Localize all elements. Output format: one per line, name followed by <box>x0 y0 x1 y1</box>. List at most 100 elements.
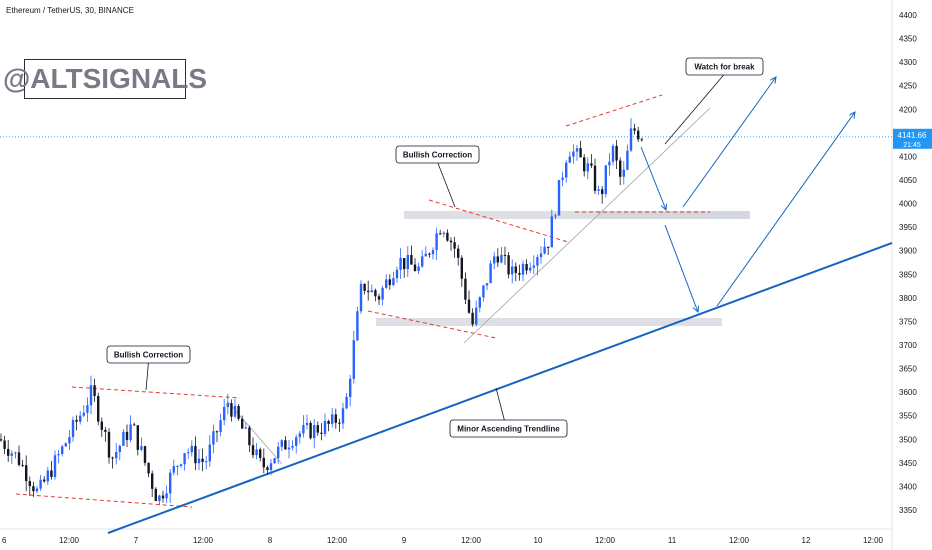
candle-body <box>223 406 226 421</box>
candle-body <box>500 254 503 263</box>
candle-body <box>529 267 532 271</box>
watch-for-break-callout-pointer <box>664 73 725 145</box>
candle-body <box>125 431 129 440</box>
candle-body <box>79 415 82 422</box>
candle-body <box>10 453 13 456</box>
y-tick-label: 3900 <box>899 247 917 256</box>
candle-body <box>154 488 157 502</box>
candle-body <box>586 163 589 172</box>
candle-body <box>143 446 147 463</box>
candle-body <box>511 266 514 275</box>
candle-body <box>89 385 93 406</box>
y-tick-label: 3600 <box>899 388 917 397</box>
y-tick-label: 3450 <box>899 459 917 468</box>
candle-body <box>122 431 125 446</box>
candle-body <box>215 431 219 433</box>
candle-body <box>35 488 39 492</box>
candle-body <box>403 258 406 270</box>
chart-title: Ethereum / TetherUS, 30, BINANCE <box>6 6 134 15</box>
x-tick-label: 8 <box>268 536 273 545</box>
candle-body <box>626 150 629 170</box>
candle-body <box>115 452 118 459</box>
candle-body <box>233 405 237 417</box>
bullish-correction-callout-box <box>106 345 191 364</box>
candle-body <box>251 445 255 456</box>
candle-body <box>190 445 193 453</box>
candle-body <box>593 165 597 191</box>
bullish-correction-callout-box <box>395 145 480 164</box>
candle-body <box>374 290 377 297</box>
candle-body <box>295 437 298 446</box>
candle-body <box>280 440 283 447</box>
channel-line <box>367 310 497 339</box>
candle-body <box>205 461 208 463</box>
y-tick-label: 3650 <box>899 365 917 374</box>
candle-body <box>514 266 517 273</box>
candle-body <box>565 162 568 178</box>
candle-body <box>345 396 348 409</box>
candle-body <box>237 405 240 419</box>
bullish-correction-callout-text: Bullish Correction <box>403 151 472 160</box>
y-tick-label: 4050 <box>899 176 917 185</box>
candle-body <box>219 420 222 433</box>
candle-body <box>17 452 21 465</box>
candle-body <box>32 486 35 492</box>
price-tag-value: 4141.66 <box>898 131 927 140</box>
candle-body <box>575 148 579 152</box>
candle-body <box>496 256 499 263</box>
candle-body <box>467 299 471 313</box>
x-tick-label: 6 <box>2 536 7 545</box>
candle-body <box>395 269 399 279</box>
y-tick-label: 3950 <box>899 223 917 232</box>
y-tick-label: 3500 <box>899 435 917 444</box>
candle-body <box>475 307 478 325</box>
candle-body <box>349 378 352 397</box>
candle-body <box>421 256 424 267</box>
channel-line <box>15 493 193 508</box>
candle-body <box>75 419 78 422</box>
candle-body <box>50 470 53 478</box>
watch-for-break-callout-text: Watch for break <box>694 63 755 72</box>
bullish-correction-callout-pointer <box>437 161 456 208</box>
candle-body <box>431 250 435 255</box>
candle-body <box>590 163 593 166</box>
candle-body <box>554 215 557 217</box>
candle-body <box>370 290 373 293</box>
x-tick-label: 11 <box>668 536 677 545</box>
candle-body <box>309 422 312 439</box>
grey-support-line <box>227 401 283 465</box>
candle-body <box>183 453 186 465</box>
x-tick-label: 10 <box>534 536 543 545</box>
y-tick-label: 3350 <box>899 506 917 515</box>
candle-body <box>334 414 337 423</box>
candle-body <box>165 493 168 499</box>
trendline-callout-box <box>449 419 568 438</box>
candle-body <box>608 161 611 166</box>
candle-body <box>503 254 507 256</box>
candle-body <box>320 432 323 434</box>
candle-body <box>525 263 528 271</box>
candle-body <box>93 385 96 397</box>
candle-body <box>471 312 474 325</box>
candle-body <box>442 232 445 235</box>
candle-body <box>377 296 381 300</box>
channel-line <box>565 94 663 127</box>
candle-body <box>453 242 456 249</box>
candle-body <box>291 445 294 448</box>
candle-body <box>356 311 359 341</box>
candle-body <box>341 408 345 424</box>
y-tick-label: 4250 <box>899 82 917 91</box>
candle-body <box>230 403 233 417</box>
candle-body <box>410 255 413 265</box>
candle-body <box>208 444 211 462</box>
trendline-callout-text: Minor Ascending Trendline <box>457 425 560 434</box>
candle-body <box>604 165 607 195</box>
candle-body <box>21 464 24 466</box>
candle-body <box>259 449 262 458</box>
candle-body <box>367 290 370 293</box>
candle-body <box>262 457 265 468</box>
candle-body <box>406 255 409 270</box>
candle-body <box>277 446 280 459</box>
y-tick-label: 4200 <box>899 105 917 114</box>
